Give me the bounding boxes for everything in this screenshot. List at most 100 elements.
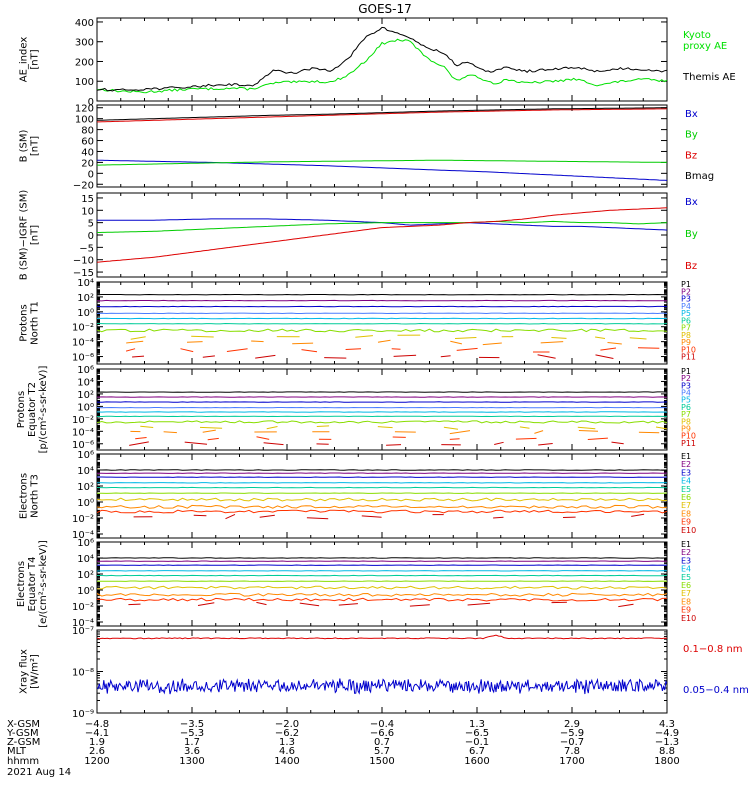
footer-value: 6.7 <box>469 746 485 757</box>
legend-label: E6 <box>681 493 691 502</box>
plot-area <box>97 391 667 446</box>
ylabel-line: [p/(cm²-s-sr-keV)] <box>38 366 49 454</box>
series-e10-segment <box>467 602 491 606</box>
legend-label: P3 <box>681 295 691 304</box>
series-p8-segment <box>655 426 667 430</box>
ytick-label: 0 <box>88 97 94 108</box>
legend-label: P7 <box>681 410 691 419</box>
ytick-label: 0 <box>88 169 94 180</box>
panel-ylabel: B (SM)−IGRF (SM)[nT] <box>19 190 41 281</box>
series-e8 <box>97 504 667 509</box>
series-bz <box>97 207 667 263</box>
legend-label: P2 <box>681 287 691 296</box>
series-p11-segment <box>324 357 347 359</box>
footer-value: 2.9 <box>564 719 580 730</box>
footer-value: −0.1 <box>465 737 489 748</box>
series-p11-segment <box>393 354 417 357</box>
legend-label: E5 <box>681 573 691 582</box>
ytick-label: 10⁻² <box>72 415 94 426</box>
series-0-05-0-4-nm <box>97 677 667 695</box>
series-by <box>97 220 667 233</box>
series-p11-segment <box>255 354 276 359</box>
ytick-label: −20 <box>73 180 94 191</box>
ylabel-line: B (SM) <box>19 129 30 162</box>
series-p8-segment <box>199 426 223 429</box>
ytick-label: 10⁴ <box>77 466 94 477</box>
ytick-label: 10⁻² <box>72 323 94 334</box>
ytick-label: 10⁴ <box>77 377 94 388</box>
series-p8-segment <box>130 336 146 340</box>
ytick-label: −15 <box>73 268 94 279</box>
series-p6 <box>97 322 667 325</box>
footer-value: 4.3 <box>659 719 675 730</box>
ytick-label: 10⁴ <box>77 554 94 565</box>
footer-value: 1.9 <box>89 737 105 748</box>
panel-frame <box>96 541 668 627</box>
series-p9-segment <box>186 341 203 343</box>
series-e10-segment <box>225 513 236 520</box>
panel-frame <box>96 192 668 278</box>
ytick-label: 10² <box>77 570 94 581</box>
series-p8-segment <box>519 426 530 429</box>
series-p8-segment <box>551 337 567 339</box>
panel-e_equator: 10⁻⁴ 10⁻² 10⁰ 10² 10⁴ 10⁶ ElectronsEquator T4[… <box>16 538 696 629</box>
series-p10-segment <box>345 348 362 350</box>
legend-label: Bmag <box>685 171 714 182</box>
ytick-label: 10² <box>77 293 94 304</box>
series-p9-segment <box>578 430 599 432</box>
legend-label: 0.1−0.8 nm <box>683 644 742 655</box>
ytick-label: 10² <box>77 390 94 401</box>
series-p9-segment <box>540 341 564 344</box>
legend-label: 0.05−0.4 nm <box>683 685 749 696</box>
plot-area <box>97 293 667 359</box>
legend-label: P1 <box>681 367 691 376</box>
ytick-label: 10⁻⁷ <box>72 626 94 637</box>
footer-value: 1600 <box>464 756 489 767</box>
legend-label: P9 <box>681 338 691 347</box>
ytick-label: 10⁰ <box>77 586 94 597</box>
ytick-label: 10⁴ <box>77 278 94 289</box>
ytick-label: 10⁻⁶ <box>72 440 94 451</box>
series-p9-segment <box>202 429 216 433</box>
ytick-label: 100 <box>75 77 94 88</box>
series-p2 <box>97 299 667 302</box>
series-e10-segment <box>361 515 382 518</box>
plot-area <box>97 107 667 181</box>
ylabel-line: [nT] <box>30 225 41 245</box>
series-p8-segment <box>266 426 278 430</box>
legend-label: P10 <box>681 432 696 441</box>
series-p10-segment <box>135 437 147 440</box>
ylabel-line: [nT] <box>30 136 41 156</box>
series-e10-segment <box>256 601 267 606</box>
footer-value: 1700 <box>559 756 584 767</box>
ylabel-line: AE_index <box>19 37 30 83</box>
legend-label: E4 <box>681 565 691 574</box>
footer-value: −0.7 <box>560 737 584 748</box>
series-p10-segment <box>391 348 401 350</box>
panel-ylabel: ElectronsNorth T3 <box>19 473 41 519</box>
footer-value: 1400 <box>274 756 299 767</box>
plot-title: GOES-17 <box>358 2 412 16</box>
footer-value: 1200 <box>84 756 109 767</box>
legend-label: By <box>685 130 698 141</box>
panel-xray: 10⁻⁹ 10⁻⁸ 10⁻⁷ Xray flux[W/m²] 0.1−0.8 nm 0.0… <box>19 626 749 720</box>
series-p11-segment <box>132 355 145 358</box>
legend-label: E1 <box>681 540 691 549</box>
ytick-label: 400 <box>75 18 94 29</box>
footer-date: 2021 Aug 14 <box>7 767 71 778</box>
footer-value: −5.3 <box>180 728 204 739</box>
panel-ylabel: Xray flux[W/m²] <box>19 649 41 694</box>
ylabel-line: [e/(cm²-s-sr-keV)] <box>38 540 49 628</box>
series-p11-segment <box>537 354 556 359</box>
footer-value: −6.2 <box>275 728 299 739</box>
footer-row-label: Y-GSM <box>6 728 39 739</box>
footer-value: 5.7 <box>374 746 390 757</box>
panel-ylabel: B (SM)[nT] <box>19 129 41 162</box>
footer-value: −4.9 <box>655 728 679 739</box>
legend-label: E3 <box>681 468 691 477</box>
